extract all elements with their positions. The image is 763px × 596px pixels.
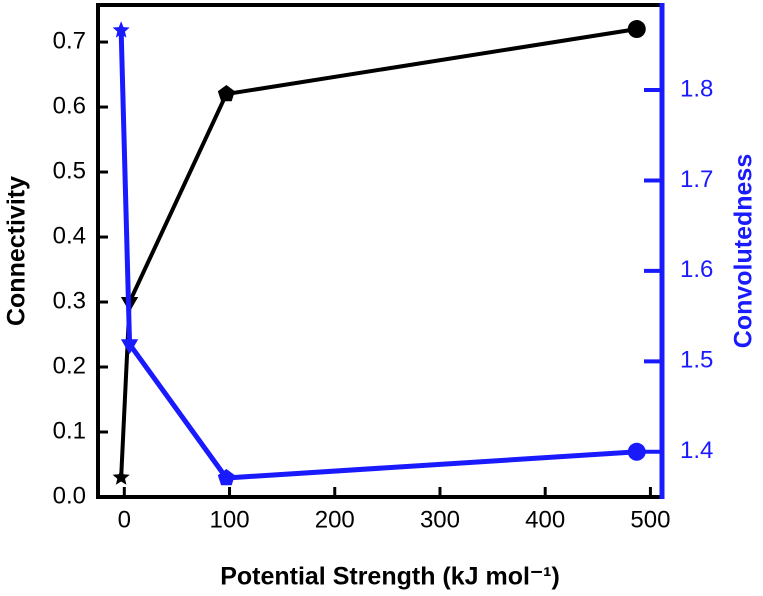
x-tick-label: 200 [315, 506, 355, 533]
y2-axis-label: Convolutedness [730, 154, 758, 348]
y2-tick-label: 1.5 [680, 347, 713, 374]
x-tick-label: 500 [630, 506, 670, 533]
x-tick-label: 0 [118, 506, 131, 533]
marker [217, 469, 235, 486]
y-tick-label: 0.3 [53, 287, 86, 314]
x-axis-label: Potential Strength (kJ mol⁻¹) [220, 563, 560, 591]
x-tick-label: 300 [420, 506, 460, 533]
y-axis-label: Connectivity [3, 176, 31, 326]
x-tick-label: 400 [525, 506, 565, 533]
marker [627, 20, 646, 39]
y2-tick-label: 1.4 [680, 437, 713, 464]
y2-tick-label: 1.7 [680, 166, 713, 193]
y-tick-label: 0.7 [53, 27, 86, 54]
y-tick-label: 0.4 [53, 222, 86, 249]
marker [120, 339, 139, 355]
marker [217, 85, 235, 102]
y-tick-label: 0.2 [53, 352, 86, 379]
series-line [118, 30, 637, 481]
y-tick-label: 0.0 [53, 482, 86, 509]
marker [112, 21, 130, 38]
marker [627, 442, 646, 461]
axis-frame [96, 3, 662, 499]
y2-tick-label: 1.6 [680, 256, 713, 283]
x-tick-label: 100 [210, 506, 250, 533]
y-tick-label: 0.1 [53, 417, 86, 444]
y2-tick-label: 1.8 [680, 75, 713, 102]
series-line [119, 27, 638, 478]
y-tick-label: 0.6 [53, 92, 86, 119]
y-tick-label: 0.5 [53, 157, 86, 184]
marker [112, 468, 130, 485]
